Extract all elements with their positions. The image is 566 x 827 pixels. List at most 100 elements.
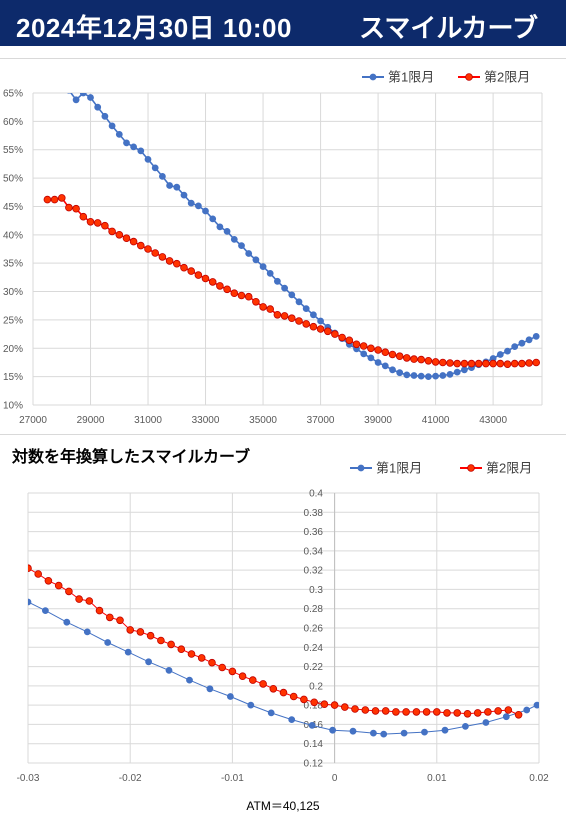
series-2-point xyxy=(295,317,303,325)
series-2-point xyxy=(194,271,203,279)
series-1-point xyxy=(511,343,519,351)
series-2-point xyxy=(443,709,451,717)
series-2-point xyxy=(216,282,224,290)
x-tick-label: 29000 xyxy=(77,415,105,426)
y-tick-label: 0.12 xyxy=(304,759,324,770)
legend-label-2: 第2限月 xyxy=(484,70,530,85)
series-2-point xyxy=(122,234,131,243)
series-2-point xyxy=(473,709,482,717)
series-2-point xyxy=(351,705,359,713)
y-tick-label: 35% xyxy=(3,259,23,270)
series-2-point xyxy=(371,707,380,715)
series-2-point xyxy=(197,654,206,662)
series-1-point xyxy=(317,317,325,325)
series-1-point xyxy=(396,369,404,377)
series-1-point xyxy=(360,350,368,358)
series-1-point xyxy=(380,730,388,738)
series-2-point xyxy=(244,292,253,301)
y-tick-label: 15% xyxy=(3,372,23,383)
series-2-point xyxy=(115,231,124,239)
series-2-point xyxy=(116,616,124,625)
series-2-point xyxy=(388,350,397,359)
series-2-point xyxy=(252,298,260,306)
series-2-point xyxy=(330,701,339,709)
series-2-point xyxy=(320,700,329,709)
series-1-point xyxy=(381,362,389,370)
series-2-point xyxy=(525,359,533,367)
series-2-point xyxy=(412,708,421,716)
plot-area xyxy=(28,564,539,738)
series-1-point xyxy=(115,131,123,138)
series-1-point xyxy=(309,311,317,319)
series-1-point xyxy=(186,676,193,684)
series-2-point xyxy=(266,305,275,313)
series-2-point xyxy=(302,320,311,328)
x-tick-label: 27000 xyxy=(19,415,47,426)
series-2-point xyxy=(338,333,346,342)
series-1-point xyxy=(273,277,281,285)
y-tick-label: 40% xyxy=(3,230,23,241)
series-2-point xyxy=(494,707,502,715)
series-1-point xyxy=(173,183,181,191)
series-1-point xyxy=(137,147,145,155)
y-tick-label: 20% xyxy=(3,344,23,355)
series-2-point xyxy=(146,631,155,640)
series-2-point xyxy=(259,680,267,688)
series-1-point xyxy=(329,726,337,734)
series-2-point xyxy=(518,359,526,368)
series-1-point xyxy=(230,235,238,243)
y-tick-label: 55% xyxy=(3,145,23,156)
series-1-point xyxy=(83,628,91,636)
series-2-point xyxy=(422,708,431,716)
series-2-point xyxy=(474,359,483,368)
series-2-point xyxy=(173,259,181,268)
series-2-point xyxy=(510,359,519,368)
series-2-point xyxy=(249,676,257,684)
series-2-point xyxy=(65,203,73,212)
series-1-point xyxy=(101,112,109,120)
series-2-point xyxy=(402,354,411,362)
series-2-point xyxy=(187,650,196,658)
legend-marker-1 xyxy=(369,73,377,81)
series-1-point xyxy=(453,368,461,376)
series-2-point xyxy=(463,709,472,718)
series-1-point xyxy=(66,93,71,94)
series-1-point xyxy=(349,727,357,735)
series-1-point xyxy=(252,256,260,264)
series-1-point xyxy=(281,284,289,292)
series-2-point xyxy=(496,359,505,368)
series-line-2 xyxy=(28,567,519,716)
log-smile-curve-panel: 0.120.140.160.180.20.220.240.260.280.30.… xyxy=(0,434,566,827)
series-2-point xyxy=(86,218,95,226)
series-1-point xyxy=(525,336,533,344)
series-2-point xyxy=(101,221,109,230)
series-2-point xyxy=(144,245,152,253)
log-smile-curve-chart: 0.120.140.160.180.20.220.240.260.280.30.… xyxy=(17,461,550,785)
y-tick-label: 0.14 xyxy=(304,739,324,750)
series-1-point xyxy=(124,648,132,656)
series-2-point xyxy=(381,348,390,357)
legend-marker-2 xyxy=(465,73,473,81)
series-2-point xyxy=(165,257,174,265)
x-tick-label: 37000 xyxy=(307,415,335,426)
y-tick-label: 0.28 xyxy=(304,604,324,615)
header-banner: 2024年12月30日 10:00 スマイルカーブ xyxy=(0,0,566,46)
series-1-point xyxy=(403,371,411,379)
series-2-point xyxy=(432,708,441,716)
series-2-point xyxy=(279,688,288,697)
series-2-point xyxy=(57,194,66,202)
series-1-point xyxy=(108,122,116,130)
series-2-point xyxy=(230,289,239,298)
series-2-point xyxy=(34,570,42,578)
series-1-point xyxy=(432,372,440,380)
y-tick-label: 0.34 xyxy=(304,546,324,557)
series-1-point xyxy=(502,713,510,721)
x-tick-label: -0.02 xyxy=(119,773,142,784)
y-tick-label: 0.3 xyxy=(309,585,323,596)
series-2-point xyxy=(167,640,175,649)
series-2-point xyxy=(28,564,32,572)
series-1-point xyxy=(79,93,87,97)
series-1-point xyxy=(400,729,408,737)
series-2-point xyxy=(381,707,390,715)
series-2-point xyxy=(75,595,83,603)
